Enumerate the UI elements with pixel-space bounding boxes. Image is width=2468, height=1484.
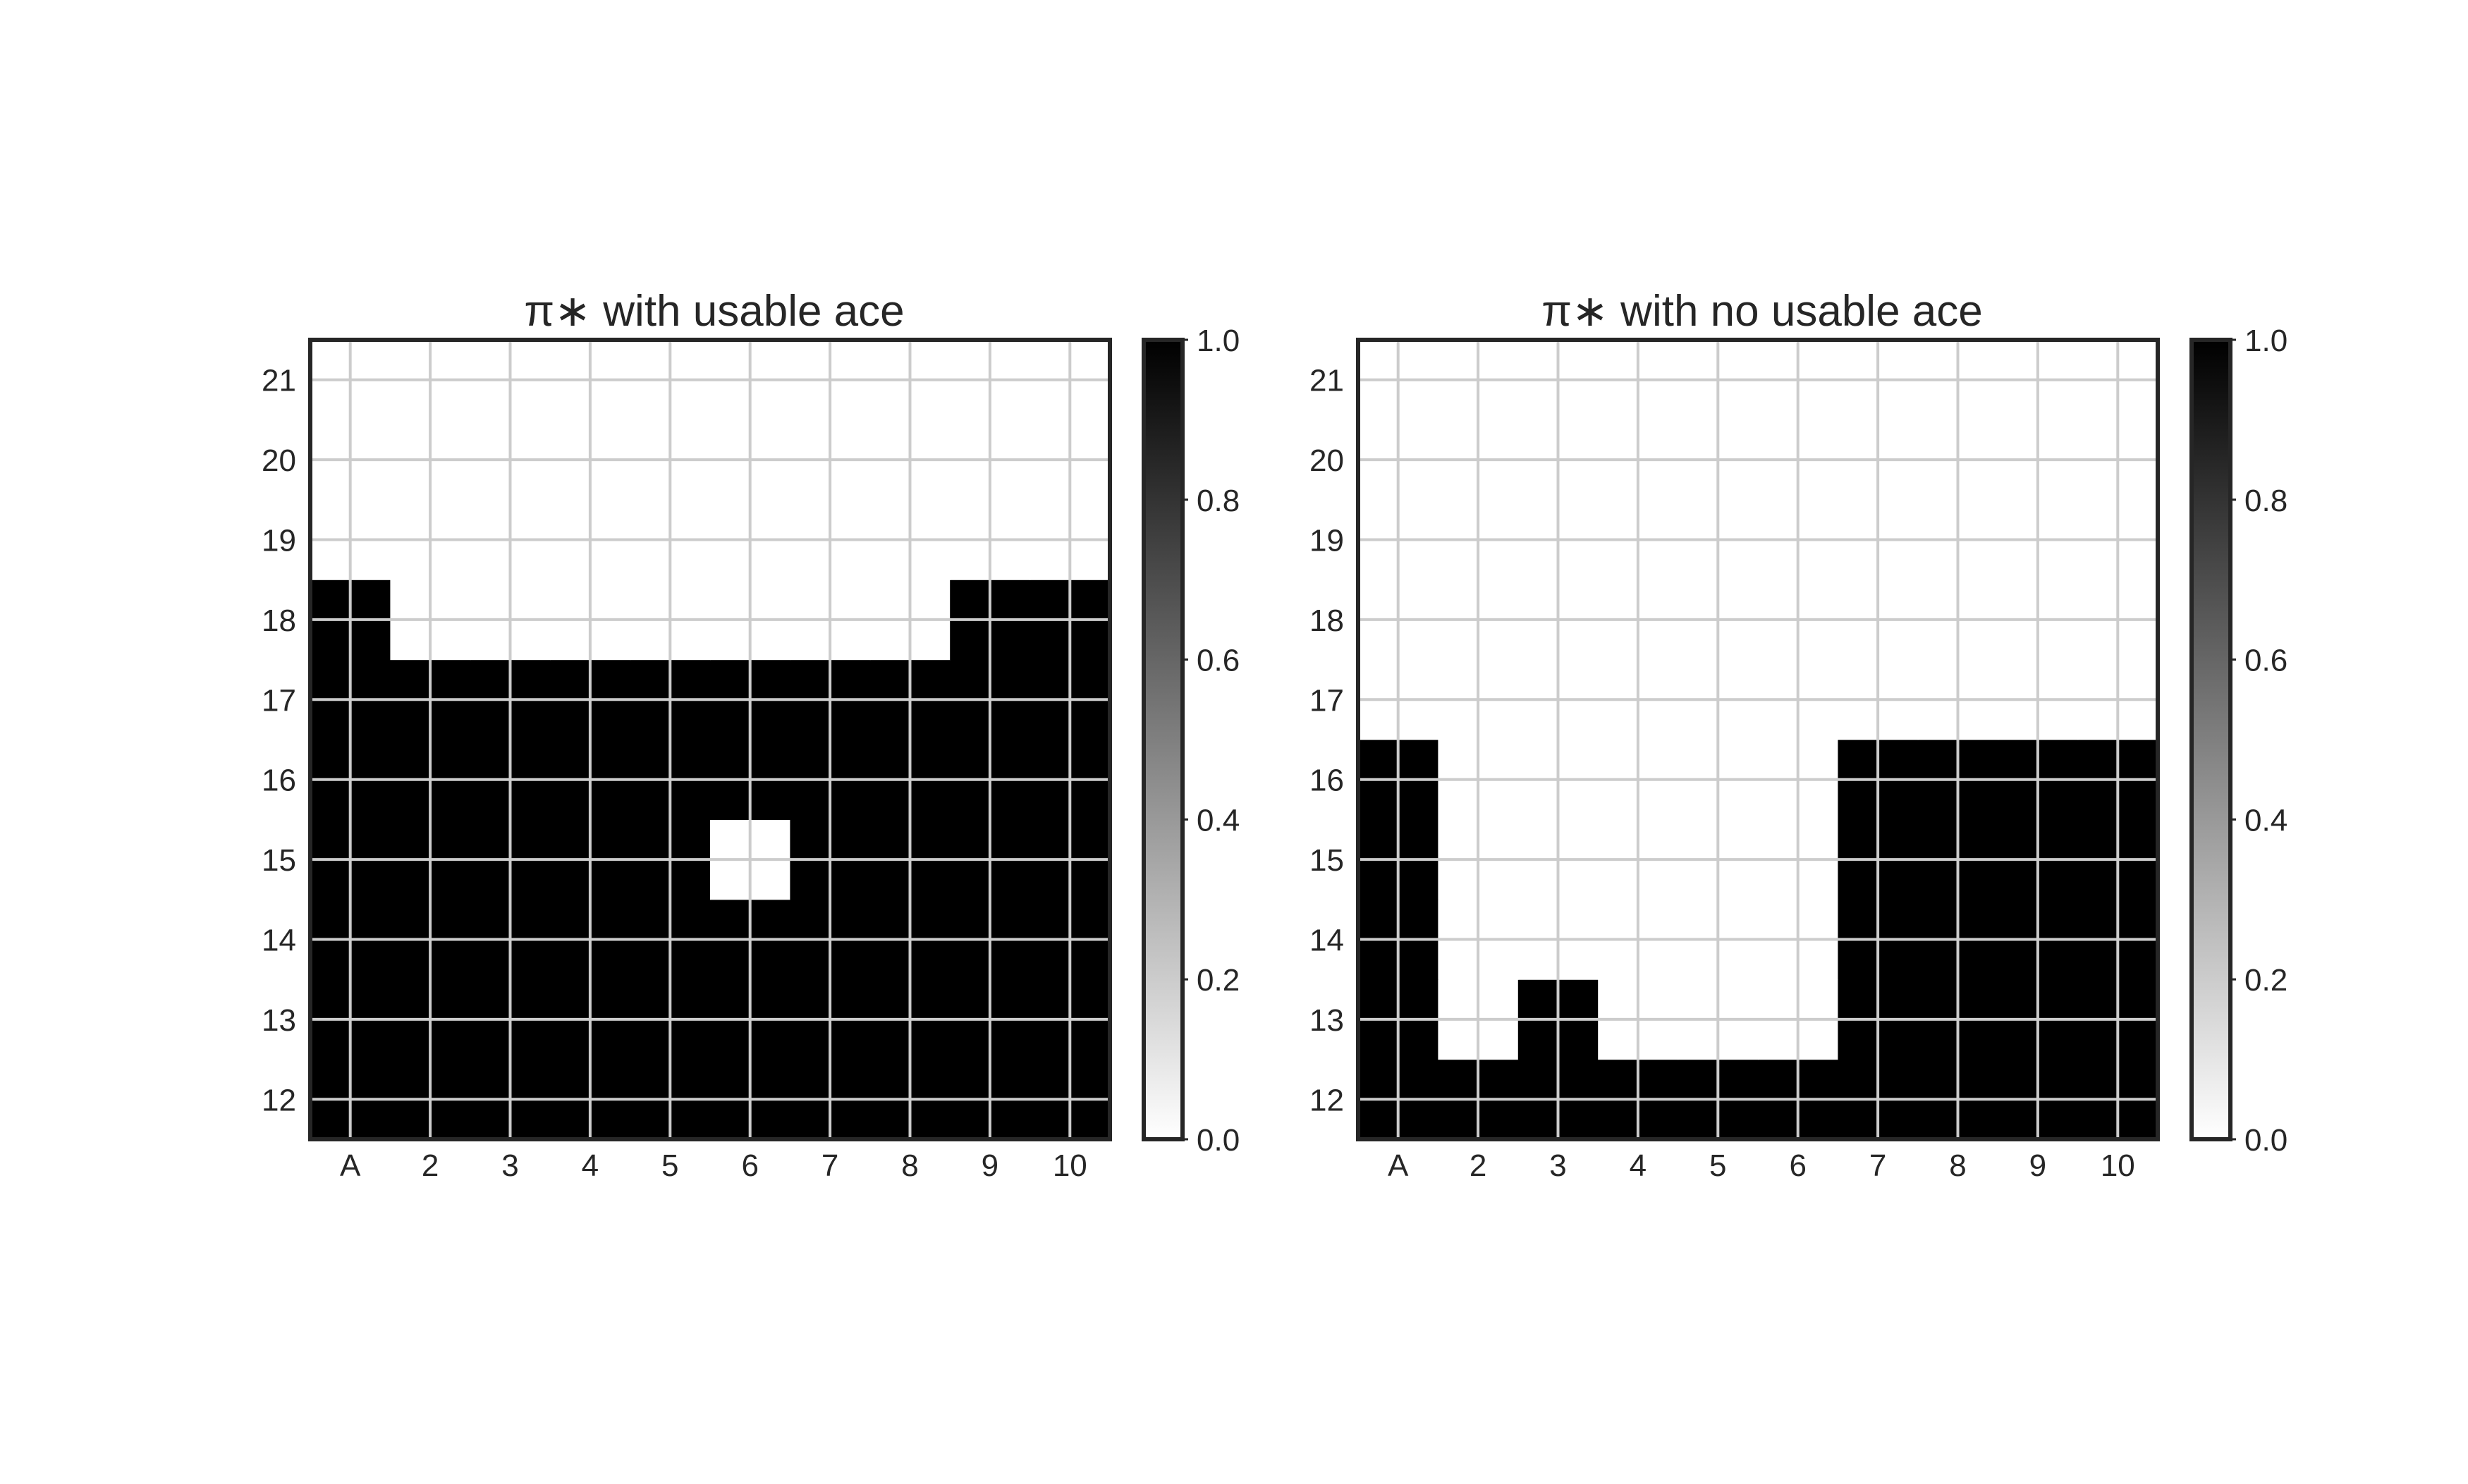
- heatmap-panel-usable-ace: π∗ with usable ace A 2 3 4 5 6 7 8 9 10 121314151…: [262, 287, 1240, 1183]
- x-tick-label: 9: [2029, 1148, 2046, 1183]
- colorbar-tick-label: 0.2: [2244, 963, 2287, 998]
- y-tick-label: 18: [1309, 603, 1344, 638]
- x-tick-labels: A 2 3 4 5 6 7 8 9 10: [340, 1148, 1087, 1183]
- x-tick-label: A: [1388, 1148, 1409, 1183]
- colorbar-tick-labels: 0.0 0.2 0.4 0.6 0.8 1.0: [1183, 324, 1240, 1158]
- y-tick-label: 13: [1309, 1003, 1344, 1038]
- x-tick-label: 9: [982, 1148, 998, 1183]
- colorbar-frame: [1142, 338, 1185, 1141]
- colorbar: 0.0 0.2 0.4 0.6 0.8 1.0: [1142, 324, 1240, 1158]
- y-tick-label: 13: [262, 1003, 296, 1038]
- y-tick-label: 17: [1309, 683, 1344, 718]
- colorbar-gradient: [1144, 340, 1183, 1139]
- x-tick-label: 4: [582, 1148, 599, 1183]
- x-tick-label: 8: [1949, 1148, 1966, 1183]
- y-tick-label: 12: [262, 1083, 296, 1117]
- y-tick-label: 16: [262, 764, 296, 798]
- colorbar-tick-label: 1.0: [1197, 324, 1240, 358]
- gridlines: [310, 340, 1110, 1139]
- colorbar-tick-label: 0.6: [2244, 644, 2287, 678]
- y-tick-label: 19: [262, 524, 296, 558]
- gridlines: [1358, 340, 2158, 1139]
- x-tick-label: 6: [741, 1148, 758, 1183]
- y-tick-label: 14: [262, 924, 296, 958]
- x-tick-label: 8: [901, 1148, 918, 1183]
- panel-title: π∗ with no usable ace: [1541, 287, 1983, 336]
- x-tick-label: 3: [1549, 1148, 1566, 1183]
- colorbar-gradient: [2192, 340, 2230, 1139]
- y-tick-label: 21: [262, 364, 296, 398]
- colorbar-tick-labels: 0.0 0.2 0.4 0.6 0.8 1.0: [2230, 324, 2287, 1158]
- colorbar-tick-label: 0.6: [1197, 644, 1240, 678]
- colorbar-frame: [2189, 338, 2232, 1141]
- colorbar-tick-label: 1.0: [2244, 324, 2287, 358]
- plot-frame: [1356, 338, 2160, 1141]
- x-tick-label: 7: [821, 1148, 838, 1183]
- x-tick-label: 5: [661, 1148, 678, 1183]
- y-tick-label: 16: [1309, 764, 1344, 798]
- colorbar-tick-label: 0.8: [2244, 484, 2287, 518]
- y-tick-label: 12: [1309, 1083, 1344, 1117]
- y-tick-labels: 12 13 14 15 16 17 18 19 20 21: [262, 364, 296, 1118]
- y-tick-label: 17: [262, 683, 296, 718]
- panel-title: π∗ with usable ace: [524, 287, 904, 336]
- x-tick-label: 10: [1053, 1148, 1087, 1183]
- x-tick-labels: A 2 3 4 5 6 7 8 9 10: [1388, 1148, 2135, 1183]
- colorbar-tick-label: 0.2: [1197, 963, 1240, 998]
- x-tick-label: 3: [501, 1148, 518, 1183]
- y-tick-labels: 12 13 14 15 16 17 18 19 20 21: [1309, 364, 1344, 1118]
- x-tick-label: 6: [1789, 1148, 1806, 1183]
- colorbar-tick-label: 0.0: [1197, 1123, 1240, 1158]
- x-tick-label: 10: [2101, 1148, 2135, 1183]
- x-tick-label: 2: [1470, 1148, 1486, 1183]
- y-tick-label: 20: [262, 443, 296, 478]
- colorbar: 0.0 0.2 0.4 0.6 0.8 1.0: [2189, 324, 2287, 1158]
- x-tick-label: 2: [422, 1148, 439, 1183]
- colorbar-tick-label: 0.8: [1197, 484, 1240, 518]
- y-tick-label: 18: [262, 603, 296, 638]
- y-tick-label: 19: [1309, 524, 1344, 558]
- colorbar-tick-label: 0.4: [1197, 803, 1240, 838]
- y-tick-label: 21: [1309, 364, 1344, 398]
- y-tick-label: 20: [1309, 443, 1344, 478]
- y-tick-label: 15: [1309, 843, 1344, 878]
- heatmap-panel-no-usable-ace: π∗ with no usable ace A 2 3 4 5 6 7 8 9 10 12 13 14…: [1309, 287, 2287, 1183]
- plot-frame: [308, 338, 1112, 1141]
- x-tick-label: 4: [1630, 1148, 1647, 1183]
- colorbar-tick-label: 0.4: [2244, 803, 2287, 838]
- y-tick-label: 15: [262, 843, 296, 878]
- x-tick-label: 5: [1709, 1148, 1726, 1183]
- y-tick-label: 14: [1309, 924, 1344, 958]
- colorbar-tick-label: 0.0: [2244, 1123, 2287, 1158]
- x-tick-label: 7: [1869, 1148, 1886, 1183]
- x-tick-label: A: [340, 1148, 361, 1183]
